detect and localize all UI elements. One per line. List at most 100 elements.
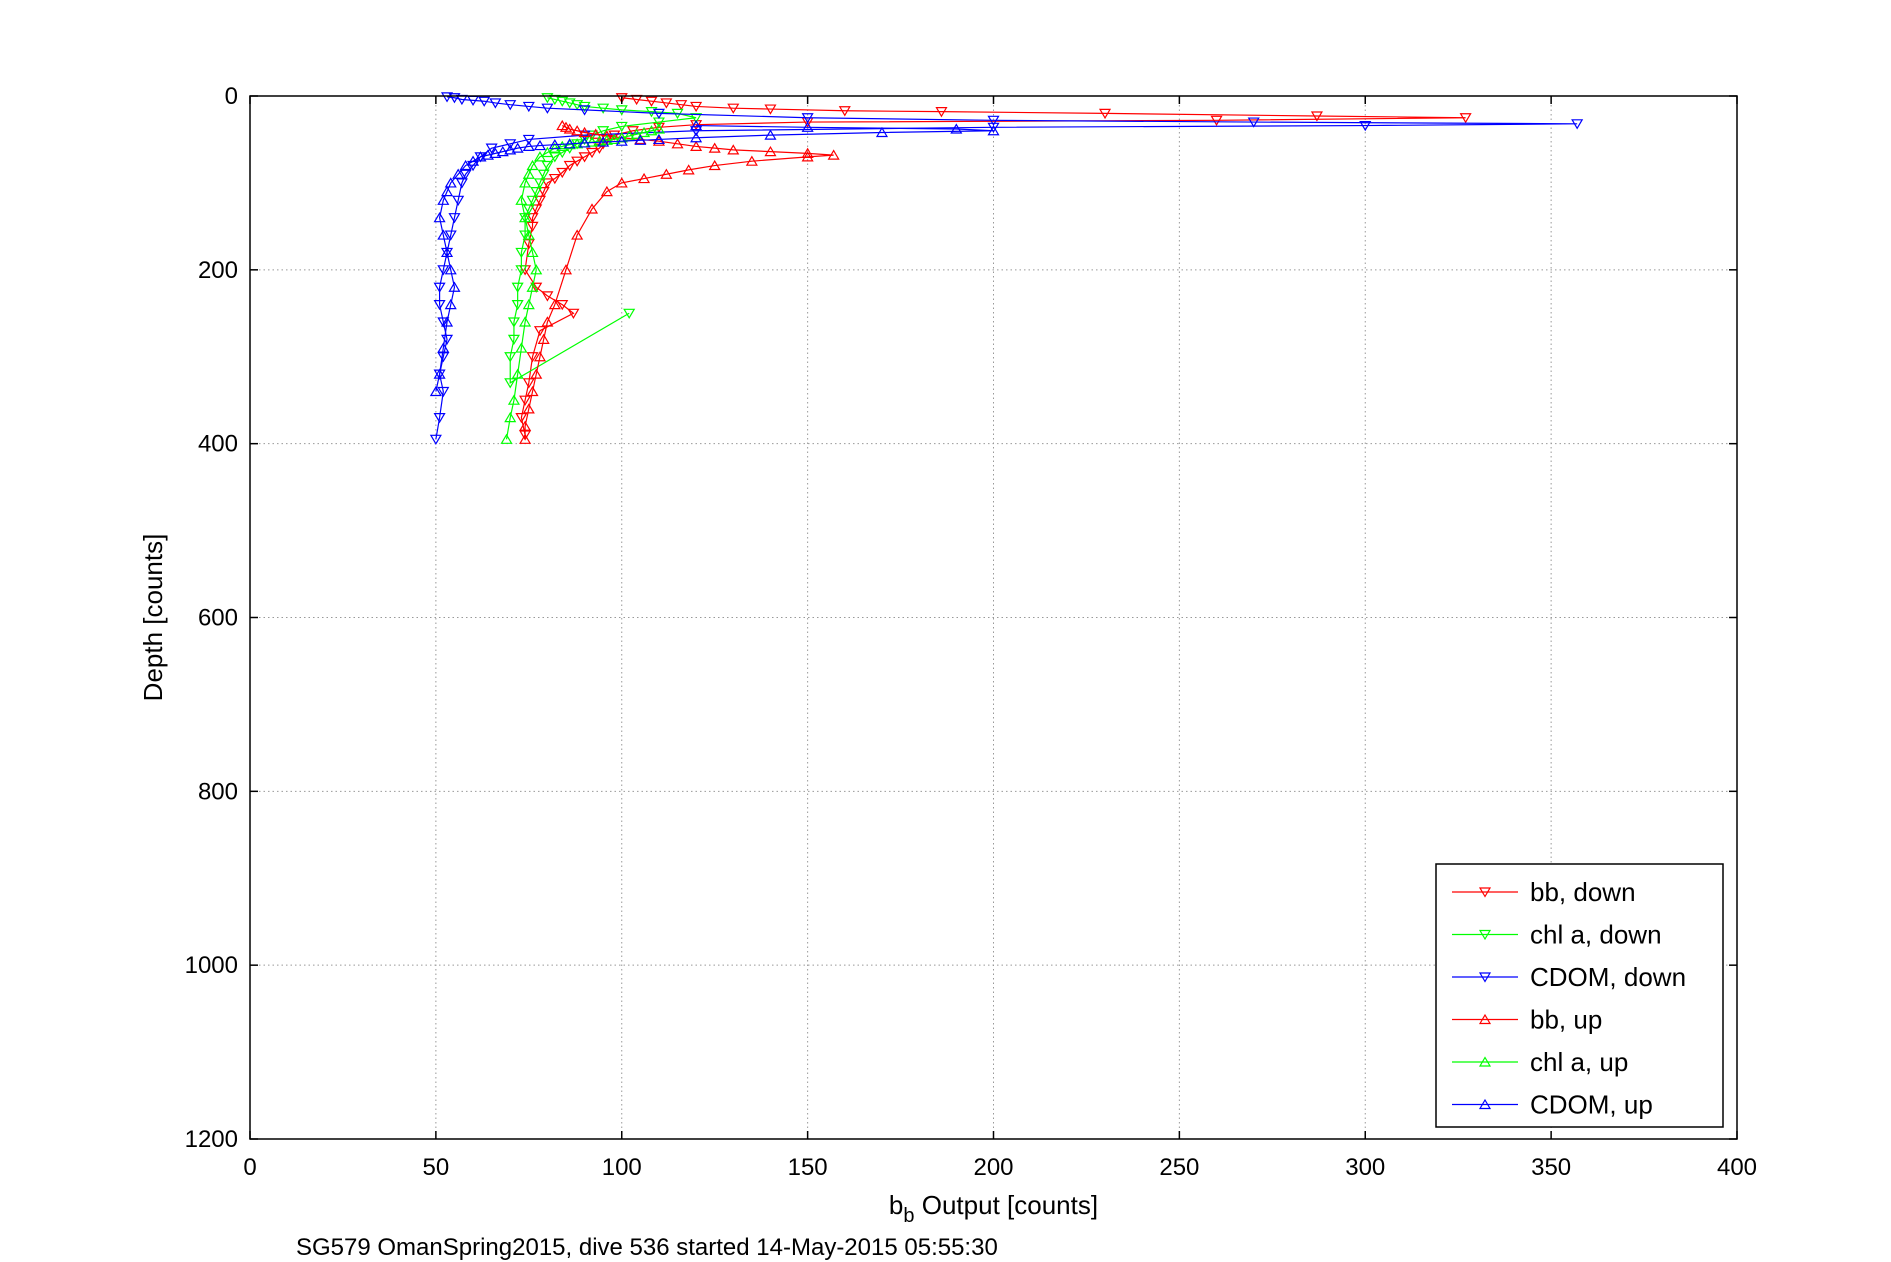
x-tick-label: 0	[243, 1154, 256, 1181]
data-point	[515, 412, 528, 424]
data-point	[459, 169, 472, 180]
data-point	[645, 96, 658, 107]
data-point	[660, 98, 673, 109]
y-tick-label: 1000	[185, 952, 238, 979]
data-point	[1210, 115, 1223, 127]
data-point	[511, 142, 524, 153]
data-point	[556, 167, 569, 179]
data-point	[541, 93, 554, 104]
legend-box	[1435, 863, 1724, 1128]
tick-labels: 0 50 100 150 200 250 300 350 400 0 200 400 600 800 100…	[185, 83, 1757, 1181]
data-point	[541, 291, 554, 302]
data-point	[987, 115, 1000, 127]
data-point	[526, 385, 539, 397]
legend-entry: chl a, up	[1452, 1047, 1628, 1077]
data-point	[1571, 119, 1584, 130]
data-point	[827, 149, 840, 160]
data-point	[589, 128, 602, 139]
data-point	[522, 229, 535, 240]
data-point	[522, 403, 535, 414]
data-point	[571, 229, 584, 240]
data-point	[526, 195, 539, 206]
data-point	[507, 394, 520, 405]
legend-marker	[1478, 1056, 1492, 1067]
series-line	[524, 125, 834, 440]
data-point	[537, 169, 550, 180]
y-tick-label: 200	[198, 257, 238, 284]
data-point	[875, 126, 889, 138]
data-point	[530, 368, 543, 379]
data-point	[567, 308, 580, 319]
data-point	[433, 368, 446, 379]
data-point	[541, 103, 554, 114]
data-point	[541, 316, 554, 327]
data-point	[515, 194, 528, 205]
data-point	[504, 352, 517, 363]
dive-info-footer: SG579 OmanSpring2015, dive 536 started 1…	[296, 1234, 998, 1261]
data-point	[801, 151, 814, 162]
data-point	[764, 129, 777, 140]
x-tick-label: 300	[1345, 1154, 1385, 1181]
data-point	[433, 282, 446, 293]
data-point	[522, 378, 535, 389]
legend-entry: bb, down	[1452, 877, 1636, 907]
data-point	[987, 122, 1000, 133]
data-point	[585, 136, 599, 147]
y-tick-label: 1200	[185, 1126, 238, 1153]
data-point	[708, 142, 721, 153]
data-point	[429, 434, 442, 446]
series-line	[435, 96, 1578, 440]
data-point	[671, 138, 684, 149]
data-point	[440, 92, 454, 103]
data-point	[530, 187, 543, 198]
series-5	[429, 119, 1000, 397]
data-point	[504, 100, 517, 111]
data-point	[1459, 113, 1472, 124]
data-point	[522, 134, 535, 146]
data-point	[533, 139, 547, 151]
axis-ticks	[249, 95, 1738, 1140]
data-point	[533, 351, 547, 362]
data-point	[652, 123, 665, 134]
data-point	[511, 368, 524, 379]
data-point	[448, 93, 461, 104]
data-point	[519, 211, 532, 223]
legend-label: bb, up	[1530, 1005, 1602, 1035]
data-point	[597, 126, 610, 137]
data-point	[615, 177, 628, 188]
data-point	[444, 298, 457, 310]
legend-entry: bb, up	[1452, 1005, 1602, 1035]
data-point	[801, 113, 814, 124]
legend-marker	[1478, 887, 1492, 898]
data-point	[530, 264, 543, 275]
data-point	[690, 126, 703, 137]
data-point	[519, 316, 532, 327]
data-point	[578, 137, 591, 148]
data-point	[1247, 117, 1260, 128]
data-point	[433, 412, 446, 424]
data-point	[504, 144, 517, 155]
data-point	[597, 136, 610, 147]
data-point	[515, 342, 528, 353]
legend-label: chl a, up	[1530, 1047, 1628, 1077]
data-point	[533, 195, 547, 206]
legend: bb, down chl a, down CDOM, down bb, up chl a…	[1435, 863, 1724, 1128]
data-point	[563, 98, 576, 109]
data-point	[437, 386, 450, 398]
x-tick-label: 150	[788, 1154, 828, 1181]
data-point	[444, 177, 457, 188]
legend-label: CDOM, up	[1530, 1090, 1653, 1120]
data-point	[638, 172, 651, 184]
data-point	[987, 125, 1000, 136]
data-point	[675, 100, 688, 111]
data-point	[645, 107, 658, 118]
data-point	[571, 125, 584, 136]
data-point	[526, 159, 539, 171]
data-point	[585, 203, 599, 214]
data-point	[522, 168, 535, 179]
data-point	[500, 433, 513, 444]
data-point	[530, 282, 543, 293]
data-point	[615, 121, 628, 133]
data-point	[519, 177, 532, 188]
